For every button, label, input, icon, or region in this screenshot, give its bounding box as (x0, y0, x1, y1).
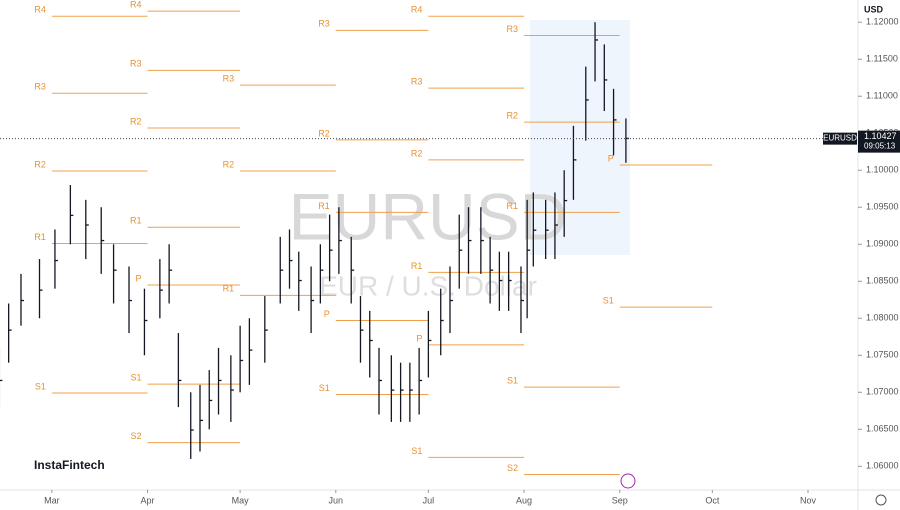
y-tick-label: 1.07500 (866, 350, 899, 360)
pivot-label: R3 (130, 59, 142, 69)
pivot-label: P (416, 333, 422, 343)
pivot-label: R4 (411, 5, 423, 15)
pivot-label: R1 (318, 201, 330, 211)
event-icon[interactable] (620, 473, 636, 489)
watermark-symbol: EURUSD (289, 179, 568, 253)
watermark-subtitle: EUR / U.S. Dollar (319, 270, 537, 301)
y-tick-label: 1.07000 (866, 387, 899, 397)
x-tick-label: Sep (612, 495, 628, 505)
pivot-label: S2 (131, 431, 142, 441)
pivot-label: R4 (130, 0, 142, 9)
symbol-tag-label: EURUSD (823, 134, 857, 143)
pivot-label: S1 (35, 381, 46, 391)
pivot-label: R1 (223, 284, 235, 294)
price-tag-value: 1.10427 (864, 131, 897, 141)
pivot-label: R1 (507, 201, 519, 211)
pivot-label: R2 (411, 148, 423, 158)
price-tag-time: 09:05:13 (864, 142, 896, 151)
pivot-label: S1 (319, 383, 330, 393)
x-tick-label: Jun (329, 495, 344, 505)
pivot-label: S1 (603, 296, 614, 306)
pivot-label: R1 (34, 232, 46, 242)
x-tick-label: Oct (705, 495, 720, 505)
pivot-label: P (608, 153, 614, 163)
price-tag (858, 130, 900, 153)
pivot-label: P (324, 309, 330, 319)
pivot-label: R2 (34, 159, 46, 169)
pivot-label: P (136, 273, 142, 283)
y-tick-label: 1.10000 (866, 165, 899, 175)
x-tick-label: Apr (141, 495, 155, 505)
pivot-label: R3 (507, 24, 519, 34)
currency-label: USD (864, 4, 884, 14)
x-tick-label: Aug (516, 495, 532, 505)
y-tick-label: 1.11500 (866, 54, 898, 64)
y-tick-label: 1.09000 (866, 239, 899, 249)
pivot-label: R3 (34, 82, 46, 92)
brand-logo: InstaFintech (34, 458, 105, 472)
pivot-label: S2 (507, 463, 518, 473)
x-tick-label: Nov (800, 495, 817, 505)
y-tick-label: 1.06000 (866, 461, 899, 471)
symbol-tag (823, 132, 857, 145)
y-tick-label: 1.09500 (866, 202, 899, 212)
y-tick-label: 1.06500 (866, 424, 899, 434)
pivot-label: S1 (507, 375, 518, 385)
pivot-label: R3 (318, 19, 330, 29)
pivot-label: R1 (411, 261, 423, 271)
pivot-label: S1 (411, 446, 422, 456)
pivot-label: R2 (223, 159, 235, 169)
x-tick-label: May (232, 495, 250, 505)
pivot-label: S1 (131, 373, 142, 383)
y-tick-label: 1.08500 (866, 276, 899, 286)
pivot-label: R3 (223, 73, 235, 83)
x-tick-label: Mar (44, 495, 60, 505)
settings-icon[interactable] (875, 494, 887, 506)
pivot-label: R3 (411, 76, 423, 86)
y-tick-label: 1.11000 (866, 91, 898, 101)
pivot-label: R2 (318, 128, 330, 138)
y-tick-label: 1.08000 (866, 313, 899, 323)
pivot-label: R2 (130, 116, 142, 126)
pivot-label: R2 (507, 111, 519, 121)
y-tick-label: 1.12000 (866, 17, 899, 27)
x-tick-label: Jul (423, 495, 435, 505)
pivot-label: R1 (130, 216, 142, 226)
pivot-label: R4 (34, 5, 46, 15)
